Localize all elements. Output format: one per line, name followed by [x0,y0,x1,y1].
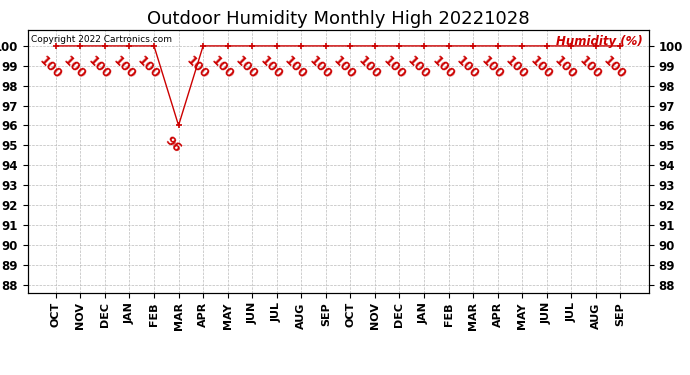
Text: 100: 100 [380,54,408,82]
Text: 100: 100 [601,54,629,82]
Text: 100: 100 [257,54,285,82]
Text: 100: 100 [453,54,482,82]
Text: 100: 100 [184,54,211,82]
Text: 100: 100 [576,54,604,82]
Text: 100: 100 [355,54,383,82]
Text: Copyright 2022 Cartronics.com: Copyright 2022 Cartronics.com [31,35,172,44]
Text: Humidity (%): Humidity (%) [555,35,642,48]
Text: 100: 100 [233,54,261,82]
Text: 100: 100 [478,54,506,82]
Text: 100: 100 [331,54,359,82]
Text: 96: 96 [162,134,184,155]
Text: 100: 100 [527,54,555,82]
Text: 100: 100 [208,54,236,82]
Text: 100: 100 [503,54,531,82]
Text: 100: 100 [552,54,580,82]
Text: 100: 100 [110,54,138,82]
Text: 100: 100 [37,54,64,82]
Text: 100: 100 [306,54,334,82]
Text: 100: 100 [135,54,162,82]
Text: 100: 100 [404,54,433,82]
Text: 100: 100 [282,54,310,82]
Title: Outdoor Humidity Monthly High 20221028: Outdoor Humidity Monthly High 20221028 [147,10,529,28]
Text: 100: 100 [86,54,113,82]
Text: 100: 100 [61,54,89,82]
Text: 100: 100 [429,54,457,82]
